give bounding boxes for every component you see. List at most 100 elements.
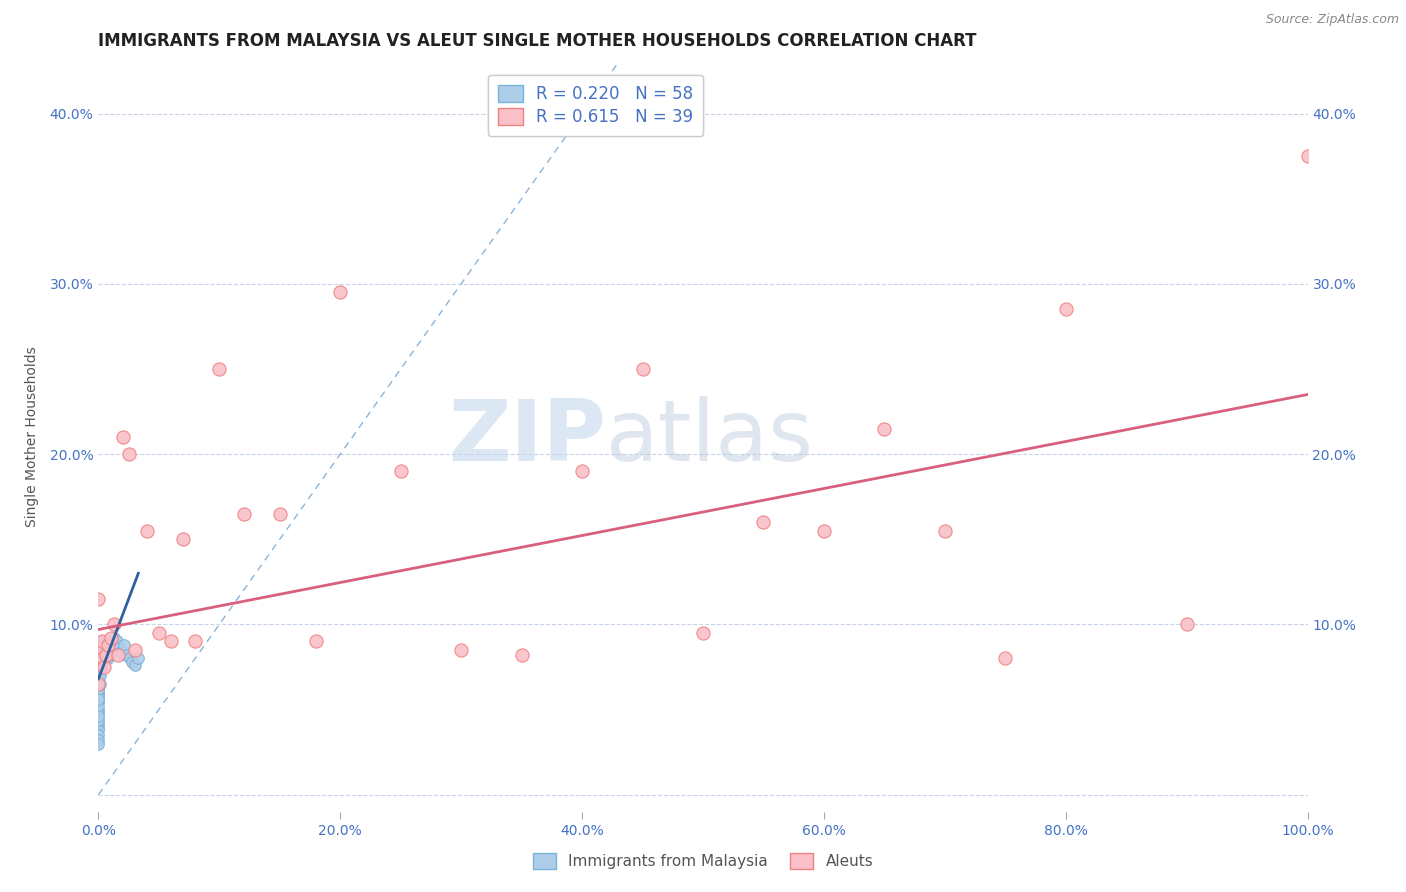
Point	[87, 679, 110, 693]
Point	[98, 648, 121, 662]
Point	[111, 430, 134, 444]
Point	[91, 634, 114, 648]
Point	[87, 643, 110, 657]
Point	[160, 634, 183, 648]
Point	[87, 689, 110, 703]
Point	[87, 702, 110, 716]
Point	[127, 651, 149, 665]
Point	[1296, 149, 1319, 163]
Point	[97, 638, 120, 652]
Y-axis label: Single Mother Households: Single Mother Households	[24, 347, 38, 527]
Point	[87, 723, 110, 737]
Point	[87, 591, 110, 606]
Text: atlas: atlas	[606, 395, 814, 479]
Point	[89, 677, 111, 691]
Point	[87, 677, 110, 691]
Point	[329, 285, 352, 300]
Point	[87, 672, 110, 686]
Point	[1054, 302, 1077, 317]
Point	[96, 645, 118, 659]
Point	[87, 706, 110, 720]
Point	[87, 685, 110, 699]
Point	[105, 634, 128, 648]
Point	[124, 643, 146, 657]
Legend: Immigrants from Malaysia, Aleuts: Immigrants from Malaysia, Aleuts	[526, 847, 880, 875]
Point	[89, 668, 111, 682]
Legend: R = 0.220   N = 58, R = 0.615   N = 39: R = 0.220 N = 58, R = 0.615 N = 39	[488, 75, 703, 136]
Point	[389, 464, 412, 478]
Point	[100, 631, 122, 645]
Point	[135, 524, 157, 538]
Point	[87, 733, 110, 747]
Point	[103, 617, 125, 632]
Point	[87, 660, 110, 674]
Point	[121, 655, 143, 669]
Point	[87, 651, 110, 665]
Text: Source: ZipAtlas.com: Source: ZipAtlas.com	[1265, 13, 1399, 27]
Point	[87, 692, 110, 706]
Point	[87, 737, 110, 751]
Point	[994, 651, 1017, 665]
Point	[97, 651, 120, 665]
Point	[87, 682, 110, 697]
Point	[90, 660, 112, 674]
Point	[107, 648, 129, 662]
Point	[93, 638, 115, 652]
Text: IMMIGRANTS FROM MALAYSIA VS ALEUT SINGLE MOTHER HOUSEHOLDS CORRELATION CHART: IMMIGRANTS FROM MALAYSIA VS ALEUT SINGLE…	[98, 32, 977, 50]
Point	[87, 677, 110, 691]
Point	[87, 665, 110, 679]
Point	[184, 634, 207, 648]
Point	[89, 651, 111, 665]
Point	[873, 421, 896, 435]
Point	[87, 694, 110, 708]
Point	[91, 651, 114, 665]
Point	[100, 643, 122, 657]
Point	[692, 626, 714, 640]
Point	[87, 689, 110, 703]
Point	[94, 641, 117, 656]
Point	[91, 648, 114, 662]
Point	[305, 634, 328, 648]
Point	[208, 362, 231, 376]
Point	[752, 515, 775, 529]
Point	[103, 631, 125, 645]
Point	[87, 668, 110, 682]
Point	[87, 699, 110, 714]
Point	[91, 634, 114, 648]
Point	[87, 668, 110, 682]
Point	[87, 682, 110, 697]
Point	[172, 533, 194, 547]
Text: ZIP: ZIP	[449, 395, 606, 479]
Point	[571, 464, 593, 478]
Point	[87, 728, 110, 742]
Point	[112, 638, 135, 652]
Point	[148, 626, 170, 640]
Point	[87, 655, 110, 669]
Point	[87, 665, 110, 679]
Point	[813, 524, 835, 538]
Point	[94, 648, 117, 662]
Point	[118, 651, 141, 665]
Point	[631, 362, 654, 376]
Point	[118, 447, 141, 461]
Point	[100, 638, 122, 652]
Point	[90, 643, 112, 657]
Point	[87, 716, 110, 731]
Point	[450, 643, 472, 657]
Point	[87, 672, 110, 686]
Point	[87, 720, 110, 734]
Point	[934, 524, 956, 538]
Point	[1175, 617, 1198, 632]
Point	[510, 648, 533, 662]
Point	[115, 648, 138, 662]
Point	[108, 641, 131, 656]
Point	[87, 685, 110, 699]
Point	[124, 658, 146, 673]
Point	[87, 709, 110, 723]
Point	[93, 660, 115, 674]
Point	[110, 645, 132, 659]
Point	[87, 713, 110, 727]
Point	[87, 694, 110, 708]
Point	[90, 655, 112, 669]
Point	[269, 507, 291, 521]
